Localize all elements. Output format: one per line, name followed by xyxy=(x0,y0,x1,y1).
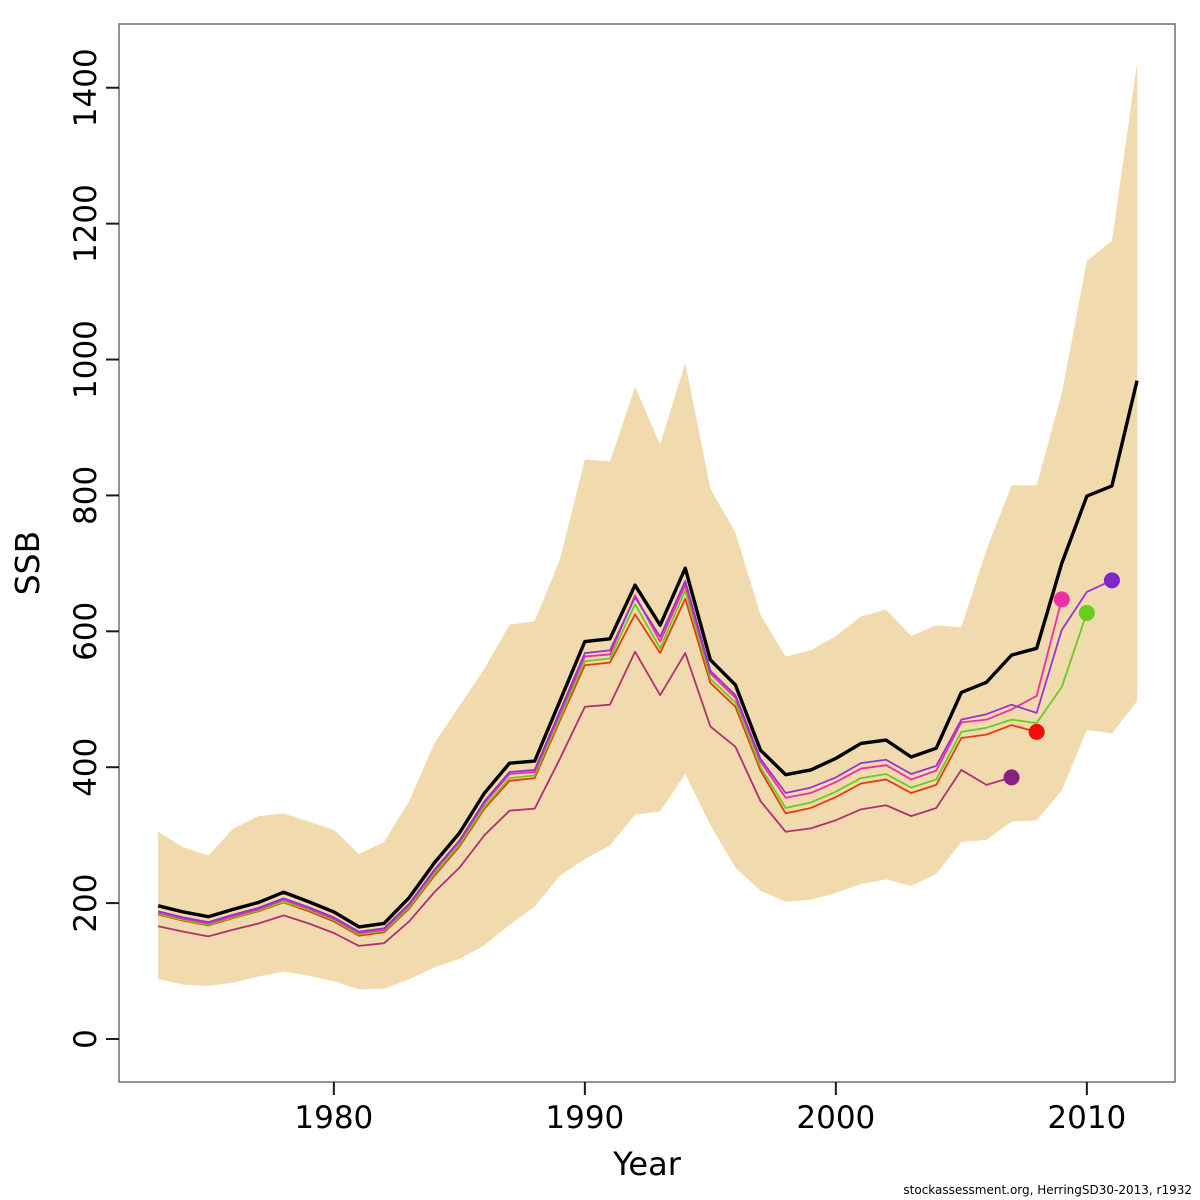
x-axis-tick-label: 2010 xyxy=(1047,1100,1126,1136)
retro-peel-2007-endpoint-dot xyxy=(1003,769,1020,786)
plot-border xyxy=(118,23,1176,1083)
y-axis-tick-label: 0 xyxy=(68,1029,104,1049)
x-axis-tick-label: 1990 xyxy=(545,1100,624,1136)
confidence-band xyxy=(158,63,1138,990)
source-note: stockassessment.org, HerringSD30-2013, r… xyxy=(903,1183,1192,1197)
x-axis-tick-label: 2000 xyxy=(796,1100,875,1136)
retro-peel-2011-line xyxy=(157,579,1113,933)
base-run-ssb-line xyxy=(157,380,1139,929)
y-axis-tick-label: 600 xyxy=(68,602,104,661)
y-axis-tick-label: 200 xyxy=(68,874,104,933)
retro-peel-2009-endpoint-dot xyxy=(1053,591,1070,608)
x-axis-title: Year xyxy=(613,1145,681,1183)
y-axis-tick-label: 1000 xyxy=(68,320,104,399)
x-axis-tick-label: 1980 xyxy=(294,1100,373,1136)
retro-peel-2010-endpoint-dot xyxy=(1078,604,1095,621)
y-axis-tick-label: 1200 xyxy=(68,184,104,263)
y-axis-tick-label: 1400 xyxy=(68,48,104,127)
y-axis-title: SSB xyxy=(8,530,47,596)
retro-peel-2007-line xyxy=(157,650,1012,947)
retro-peel-2008-endpoint-dot xyxy=(1028,723,1045,740)
retro-peel-2011-endpoint-dot xyxy=(1103,572,1120,589)
y-axis-tick-label: 400 xyxy=(68,738,104,797)
retro-peel-2008-line xyxy=(157,597,1037,937)
retro-peel-2010-line xyxy=(157,589,1088,936)
retro-peel-2009-line xyxy=(157,584,1063,934)
y-axis-tick-label: 800 xyxy=(68,466,104,525)
